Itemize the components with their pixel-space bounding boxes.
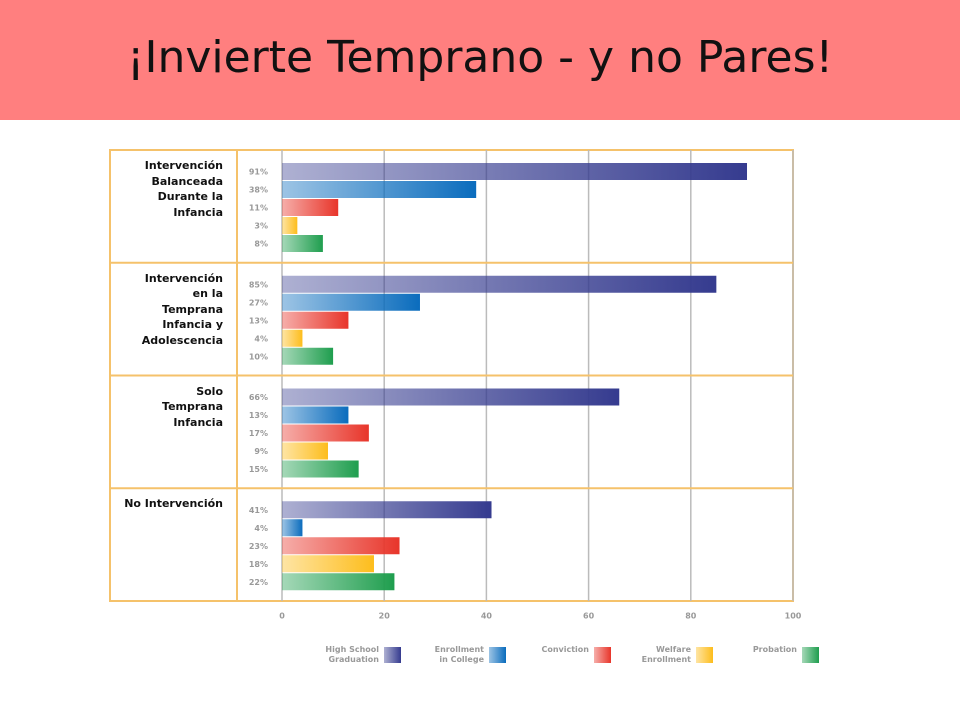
bar xyxy=(282,388,620,406)
legend-swatch xyxy=(489,647,506,663)
value-label: 10% xyxy=(249,352,268,361)
category-label: Intervención en la Temprana Infancia y A… xyxy=(141,271,223,347)
bar xyxy=(282,406,349,424)
legend-swatch xyxy=(384,647,401,663)
value-label: 13% xyxy=(249,316,268,325)
value-label: 15% xyxy=(249,465,268,474)
legend-label: Conviction xyxy=(541,645,589,654)
category-label: Intervención Balanceada Durante la Infan… xyxy=(144,159,223,219)
value-label: 41% xyxy=(249,506,268,515)
bar xyxy=(282,217,298,234)
bar xyxy=(282,460,359,478)
legend-label: Welfare Enrollment xyxy=(641,645,691,664)
value-label: 22% xyxy=(249,578,268,587)
bar xyxy=(282,347,334,365)
value-label: 11% xyxy=(249,204,268,213)
value-label: 66% xyxy=(249,393,268,402)
value-label: 85% xyxy=(249,280,268,289)
value-label: 4% xyxy=(254,524,268,533)
value-label: 38% xyxy=(249,186,268,195)
bar xyxy=(282,501,492,519)
value-label: 13% xyxy=(249,411,268,420)
value-label: 27% xyxy=(249,298,268,307)
legend-swatch xyxy=(802,647,819,663)
value-label: 4% xyxy=(254,334,268,343)
legend-swatch xyxy=(594,647,611,663)
bar xyxy=(282,555,374,573)
bar xyxy=(282,275,717,293)
x-tick-label: 80 xyxy=(685,612,697,621)
legend-label: High School Graduation xyxy=(325,645,379,664)
x-tick-label: 100 xyxy=(785,612,802,621)
bar xyxy=(282,181,477,198)
bar xyxy=(282,442,328,460)
value-label: 9% xyxy=(254,447,268,456)
bar xyxy=(282,519,303,537)
value-label: 17% xyxy=(249,429,268,438)
value-label: 91% xyxy=(249,168,268,177)
bar xyxy=(282,311,349,329)
x-tick-label: 0 xyxy=(279,612,285,621)
bar xyxy=(282,573,395,591)
legend-swatch xyxy=(696,647,713,663)
x-tick-label: 20 xyxy=(379,612,391,621)
value-label: 8% xyxy=(254,240,268,249)
category-label: No Intervención xyxy=(124,497,223,511)
value-label: 3% xyxy=(254,222,268,231)
header-band xyxy=(0,0,960,120)
slide-title: ¡Invierte Temprano - y no Pares! xyxy=(126,32,834,83)
bar xyxy=(282,199,339,216)
bar xyxy=(282,329,303,347)
bar xyxy=(282,424,369,442)
bar xyxy=(282,163,748,180)
bar xyxy=(282,235,323,252)
category-label: Solo Temprana Infancia xyxy=(162,384,223,429)
x-tick-label: 40 xyxy=(481,612,493,621)
value-label: 23% xyxy=(249,542,268,551)
bar xyxy=(282,537,400,555)
legend-label: Enrollment in College xyxy=(434,645,484,664)
value-label: 18% xyxy=(249,560,268,569)
x-tick-label: 60 xyxy=(583,612,595,621)
legend-label: Probation xyxy=(752,645,797,654)
bar xyxy=(282,293,420,311)
